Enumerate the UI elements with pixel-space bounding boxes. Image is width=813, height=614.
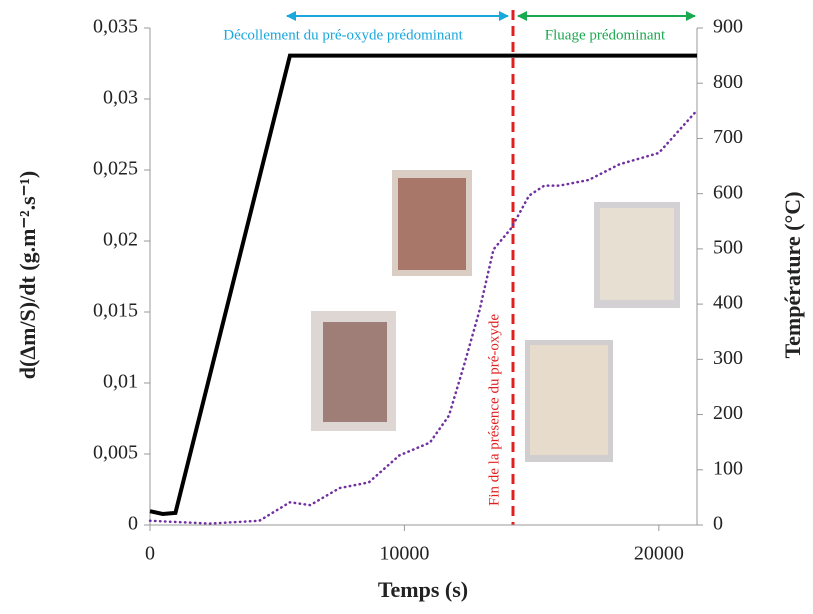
y-tick-label: 0,02 xyxy=(103,229,138,251)
y-tick-label: 0,01 xyxy=(103,371,138,393)
y2-tick-label: 700 xyxy=(713,126,743,148)
y2-tick-label: 100 xyxy=(713,457,743,479)
y2-tick-label: 400 xyxy=(713,292,743,314)
y2-tick-label: 900 xyxy=(713,16,743,38)
y2-tick-label: 800 xyxy=(713,71,743,93)
y-tick-label: 0,03 xyxy=(103,87,138,109)
annotation: Fin de la présence du pré-oxyde xyxy=(486,314,502,506)
photo-sample xyxy=(600,208,674,300)
y2-tick-label: 600 xyxy=(713,181,743,203)
y2-axis-label: Température (°C) xyxy=(780,191,805,358)
y2-tick-label: 300 xyxy=(713,347,743,369)
y2-tick-label: 0 xyxy=(713,513,723,535)
annotation: Fluage prédominant xyxy=(545,27,666,43)
y-tick-label: 0,015 xyxy=(93,300,138,322)
photo-sample xyxy=(398,178,466,270)
y-tick-label: 0,005 xyxy=(93,442,138,464)
photo-sample xyxy=(323,322,387,422)
annotation: Décollement du pré-oxyde prédominant xyxy=(223,27,463,43)
x-axis-label: Temps (s) xyxy=(378,577,468,602)
photo-sample xyxy=(530,345,608,455)
y-tick-label: 0,035 xyxy=(93,16,138,38)
series-line xyxy=(148,110,697,525)
y-axis-label: d(Δm/S)/dt (g.m⁻².s⁻¹) xyxy=(15,171,40,379)
y-tick-label: 0,025 xyxy=(93,158,138,180)
x-tick-label: 20000 xyxy=(634,543,684,565)
series-line xyxy=(149,53,697,516)
x-tick-label: 0 xyxy=(145,543,155,565)
x-tick-label: 10000 xyxy=(379,543,429,565)
y2-tick-label: 500 xyxy=(713,236,743,258)
y-tick-label: 0 xyxy=(128,513,138,535)
y2-tick-label: 200 xyxy=(713,402,743,424)
